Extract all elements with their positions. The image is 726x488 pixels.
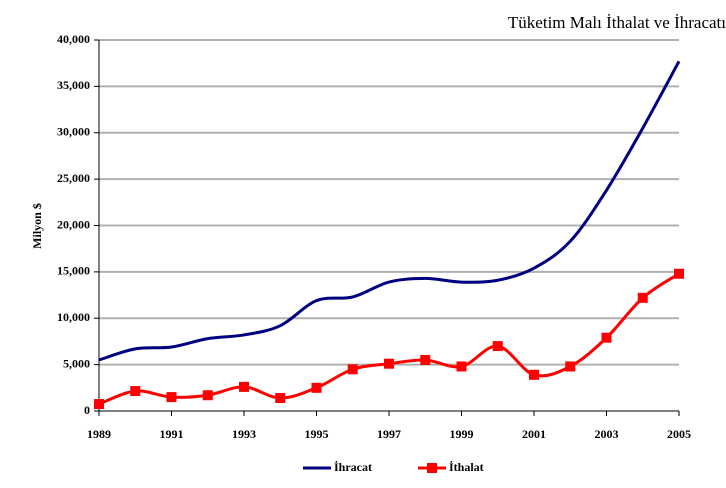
x-tick-label: 2003 (595, 427, 619, 441)
y-tick-label: 25,000 (57, 171, 90, 185)
x-tick-label: 1993 (232, 427, 256, 441)
series-marker (166, 392, 177, 403)
series-marker (311, 382, 322, 393)
series-marker (492, 341, 503, 352)
y-tick-label: 5,000 (63, 356, 90, 370)
y-tick-label: 35,000 (57, 78, 90, 92)
series-marker (239, 381, 249, 392)
x-tick-label: 1991 (160, 427, 184, 441)
y-tick-label: 15,000 (57, 264, 90, 278)
series-marker (456, 361, 467, 372)
y-tick-label: 0 (84, 403, 90, 417)
series-marker (347, 364, 358, 375)
y-tick-label: 30,000 (57, 125, 90, 139)
y-tick-label: 20,000 (57, 217, 90, 231)
y-axis-label: Milyon $ (30, 203, 44, 249)
chart-title: Tüketim Malı İthalat ve İhracatı (508, 13, 726, 32)
series-marker (565, 361, 576, 372)
series-marker (94, 399, 104, 410)
series-line (98, 60, 681, 362)
x-tick-label: 2005 (667, 427, 691, 441)
x-tick-label: 1999 (450, 427, 474, 441)
x-tick-label: 1997 (377, 427, 401, 441)
series-line (98, 272, 680, 406)
series-marker (420, 354, 431, 365)
x-tick-label: 1995 (305, 427, 329, 441)
series-marker (601, 332, 612, 343)
legend-label: İhracat (334, 460, 372, 474)
series-marker (130, 386, 141, 397)
y-tick-label: 10,000 (57, 310, 90, 324)
x-tick-label: 2001 (522, 427, 546, 441)
legend-label: İthalat (449, 460, 484, 474)
series-marker (529, 369, 539, 380)
series-marker (275, 393, 286, 404)
series-marker (637, 292, 648, 303)
series-marker (384, 358, 394, 369)
series-marker (674, 268, 684, 279)
x-tick-label: 1989 (87, 427, 111, 441)
y-tick-label: 40,000 (57, 32, 90, 46)
legend-marker (427, 463, 437, 473)
series-marker (202, 390, 213, 401)
